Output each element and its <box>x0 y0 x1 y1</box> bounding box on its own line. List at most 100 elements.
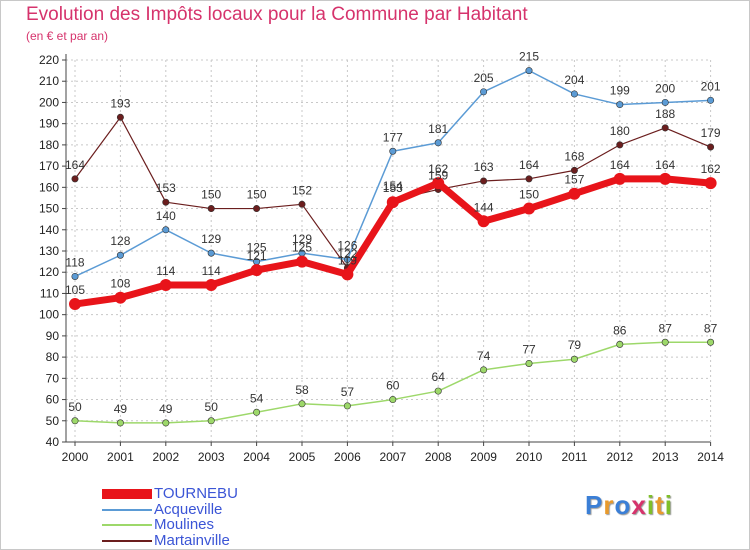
y-tick-label: 60 <box>46 393 60 407</box>
x-tick-label: 2000 <box>62 450 89 464</box>
data-point-martainville <box>707 143 715 151</box>
data-point-acqueville <box>525 67 533 75</box>
data-point-martainville <box>298 200 306 208</box>
data-label-acqueville: 129 <box>201 232 221 246</box>
y-tick-label: 90 <box>46 329 60 343</box>
data-label-martainville: 164 <box>65 158 85 172</box>
data-point-tournebu <box>477 215 490 228</box>
x-tick-label: 2002 <box>152 450 179 464</box>
y-tick-label: 80 <box>46 350 60 364</box>
data-label-martainville: 193 <box>110 96 130 110</box>
data-label-moulines: 57 <box>341 385 355 399</box>
data-label-moulines: 58 <box>295 383 309 397</box>
data-label-tournebu: 125 <box>292 241 312 255</box>
y-tick-label: 140 <box>39 223 59 237</box>
legend-swatch <box>102 508 152 511</box>
data-point-tournebu <box>704 177 717 190</box>
data-point-acqueville <box>116 251 124 259</box>
data-point-moulines <box>116 419 124 427</box>
y-tick-label: 180 <box>39 138 59 152</box>
data-label-acqueville: 205 <box>474 71 494 85</box>
data-label-acqueville: 140 <box>156 209 176 223</box>
data-point-martainville <box>616 141 624 149</box>
data-label-martainville: 150 <box>247 188 267 202</box>
y-tick-label: 50 <box>46 414 60 428</box>
data-label-acqueville: 204 <box>564 73 584 87</box>
logo-letter: r <box>603 490 615 520</box>
data-point-acqueville <box>434 139 442 147</box>
data-point-acqueville <box>389 147 397 155</box>
data-point-moulines <box>298 400 306 408</box>
data-point-moulines <box>71 417 79 425</box>
data-point-martainville <box>661 124 669 132</box>
x-tick-label: 2011 <box>561 450 587 464</box>
data-point-martainville <box>162 198 170 206</box>
data-label-moulines: 87 <box>659 321 673 335</box>
data-point-acqueville <box>480 88 488 96</box>
data-point-moulines <box>162 419 170 427</box>
data-point-martainville <box>253 205 261 213</box>
legend-item-tournebu: TOURNEBU <box>102 485 302 502</box>
x-tick-label: 2013 <box>652 450 679 464</box>
data-point-tournebu <box>69 298 81 311</box>
data-label-martainville: 164 <box>519 158 539 172</box>
data-point-tournebu <box>386 196 399 209</box>
y-tick-label: 210 <box>39 74 59 88</box>
data-label-moulines: 49 <box>159 402 173 416</box>
logo-letter: o <box>614 490 632 520</box>
legend-item-martainville: Martainville <box>102 531 302 549</box>
data-point-moulines <box>343 402 351 410</box>
data-point-moulines <box>525 359 533 367</box>
x-tick-label: 2014 <box>697 450 724 464</box>
proxiti-logo: Proxiti <box>585 490 673 521</box>
data-label-tournebu: 162 <box>701 162 721 176</box>
x-tick-label: 2009 <box>470 450 497 464</box>
data-point-acqueville <box>616 101 624 109</box>
x-tick-label: 2012 <box>606 450 633 464</box>
data-label-acqueville: 177 <box>383 130 403 144</box>
data-label-moulines: 86 <box>613 323 627 337</box>
data-point-tournebu <box>523 202 535 215</box>
data-point-tournebu <box>659 172 672 185</box>
x-tick-label: 2005 <box>289 450 316 464</box>
legend-label: Acqueville <box>154 500 223 518</box>
data-label-martainville: 154 <box>383 179 403 193</box>
y-tick-label: 70 <box>46 371 60 385</box>
data-point-tournebu <box>432 177 445 190</box>
data-point-acqueville <box>71 272 79 280</box>
legend-label: Martainville <box>154 531 230 549</box>
data-label-moulines: 54 <box>250 391 264 405</box>
data-point-martainville <box>71 175 79 183</box>
data-point-tournebu <box>296 255 308 268</box>
chart-title: Evolution des Impôts locaux pour la Comm… <box>26 4 528 25</box>
data-point-moulines <box>389 396 397 404</box>
data-point-moulines <box>707 338 715 346</box>
data-point-moulines <box>253 408 261 416</box>
data-label-tournebu: 119 <box>338 253 357 267</box>
data-label-acqueville: 126 <box>337 238 357 252</box>
data-label-tournebu: 164 <box>655 158 675 172</box>
data-label-tournebu: 162 <box>428 162 448 176</box>
data-point-acqueville <box>162 226 170 234</box>
y-tick-label: 100 <box>39 308 59 322</box>
x-tick-label: 2006 <box>334 450 361 464</box>
y-tick-label: 130 <box>39 244 59 258</box>
data-point-martainville <box>116 113 124 121</box>
data-label-tournebu: 164 <box>610 158 630 172</box>
data-point-tournebu <box>341 268 354 281</box>
data-point-tournebu <box>205 278 218 291</box>
legend-item-acqueville: Acqueville <box>102 500 302 518</box>
logo-letter: t <box>655 490 665 520</box>
data-label-moulines: 49 <box>114 402 128 416</box>
data-label-moulines: 77 <box>522 342 536 356</box>
data-point-moulines <box>207 417 215 425</box>
data-point-martainville <box>570 166 578 174</box>
y-tick-label: 110 <box>40 286 59 300</box>
data-label-martainville: 168 <box>564 149 584 163</box>
data-label-tournebu: 153 <box>383 181 403 195</box>
data-point-moulines <box>570 355 578 363</box>
y-tick-label: 190 <box>39 117 59 131</box>
data-label-acqueville: 200 <box>655 81 675 95</box>
